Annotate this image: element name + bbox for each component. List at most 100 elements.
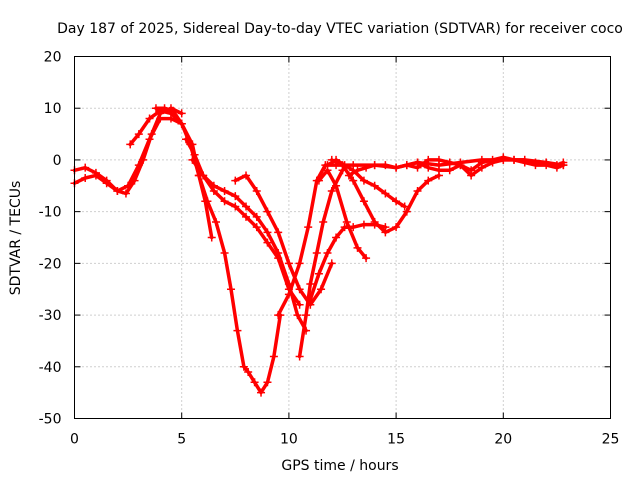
data-point	[400, 202, 409, 211]
x-tick-labels: 0 5 10 15 20 25	[70, 432, 619, 448]
data-point	[402, 161, 411, 170]
data-point	[126, 140, 135, 149]
data-point	[359, 197, 368, 206]
x-tick-label: 25	[602, 432, 620, 448]
data-point	[445, 158, 454, 167]
series-line-track-2	[72, 116, 184, 193]
data-point	[477, 163, 486, 172]
data-point	[488, 158, 497, 167]
data-point	[81, 163, 90, 172]
data-point	[304, 223, 313, 232]
data-point	[520, 155, 529, 164]
data-point	[274, 249, 283, 258]
data-point	[220, 197, 229, 206]
grid	[74, 56, 611, 419]
data-point	[424, 163, 433, 172]
data-point	[295, 300, 304, 309]
data-point	[151, 104, 160, 113]
data-point	[242, 202, 251, 211]
data-point	[319, 217, 328, 226]
data-point	[349, 176, 358, 185]
data-point	[413, 163, 422, 172]
x-tick-label: 15	[387, 432, 405, 448]
data-point	[145, 135, 154, 144]
data-point	[293, 311, 302, 320]
x-tick-label: 20	[494, 432, 512, 448]
data-point	[392, 163, 401, 172]
data-point	[434, 155, 443, 164]
x-axis-label: GPS time / hours	[281, 458, 398, 474]
data-point	[467, 171, 476, 180]
data-point	[274, 228, 283, 237]
data-point	[362, 163, 371, 172]
data-point	[284, 259, 293, 268]
series-line-track-1	[72, 106, 184, 196]
data-point	[370, 217, 379, 226]
data-point	[353, 166, 362, 175]
data-point	[233, 326, 242, 335]
axis-ticks	[74, 56, 611, 419]
data-point	[269, 352, 278, 361]
data-point	[323, 161, 332, 170]
data-point	[102, 179, 111, 188]
data-point	[344, 171, 353, 180]
data-point	[220, 186, 229, 195]
data-point	[342, 217, 351, 226]
data-point	[295, 352, 304, 361]
data-point	[340, 161, 349, 170]
data-point	[359, 176, 368, 185]
data-point	[327, 186, 336, 195]
data-point	[370, 161, 379, 170]
data-point	[81, 174, 90, 183]
data-point	[231, 202, 240, 211]
data-point	[542, 158, 551, 167]
data-point	[190, 150, 199, 159]
data-point	[456, 161, 465, 170]
data-point	[424, 176, 433, 185]
x-tick-label: 5	[177, 432, 186, 448]
series-line-track-7	[233, 173, 334, 307]
plot-frame	[74, 56, 611, 419]
data-point	[124, 181, 133, 190]
data-point	[306, 295, 315, 304]
data-point	[327, 259, 336, 268]
y-tick-labels: 20 10 0 -10 -20 -30 -40 -50	[39, 50, 62, 428]
series-line-track-15	[405, 158, 566, 178]
data-point	[274, 311, 283, 320]
data-point	[160, 104, 169, 113]
chart-title: Day 187 of 2025, Sidereal Day-to-day VTE…	[57, 21, 623, 37]
data-point	[242, 212, 251, 221]
y-tick-label: -50	[39, 412, 62, 428]
series-line-track-14	[347, 155, 566, 178]
data-point	[177, 109, 186, 118]
data-point	[295, 285, 304, 294]
data-point	[263, 378, 272, 387]
data-point	[314, 176, 323, 185]
data-point	[392, 223, 401, 232]
data-point	[552, 161, 561, 170]
data-point	[323, 249, 332, 258]
data-point	[362, 254, 371, 263]
data-point	[134, 161, 143, 170]
data-point	[499, 155, 508, 164]
data-point	[392, 197, 401, 206]
data-point	[263, 207, 272, 216]
data-point	[559, 158, 568, 167]
data-point	[252, 223, 261, 232]
y-tick-label: -10	[39, 205, 62, 221]
y-tick-label: -30	[39, 308, 62, 324]
data-point	[239, 362, 248, 371]
data-point	[227, 285, 236, 294]
data-series	[70, 104, 568, 397]
data-point	[212, 217, 221, 226]
y-tick-label: 0	[53, 153, 62, 169]
data-point	[252, 212, 261, 221]
data-point	[250, 378, 259, 387]
data-point	[295, 259, 304, 268]
x-tick-label: 0	[70, 432, 79, 448]
data-point	[359, 220, 368, 229]
data-point	[531, 158, 540, 167]
data-point	[231, 176, 240, 185]
y-tick-label: 10	[44, 101, 62, 117]
